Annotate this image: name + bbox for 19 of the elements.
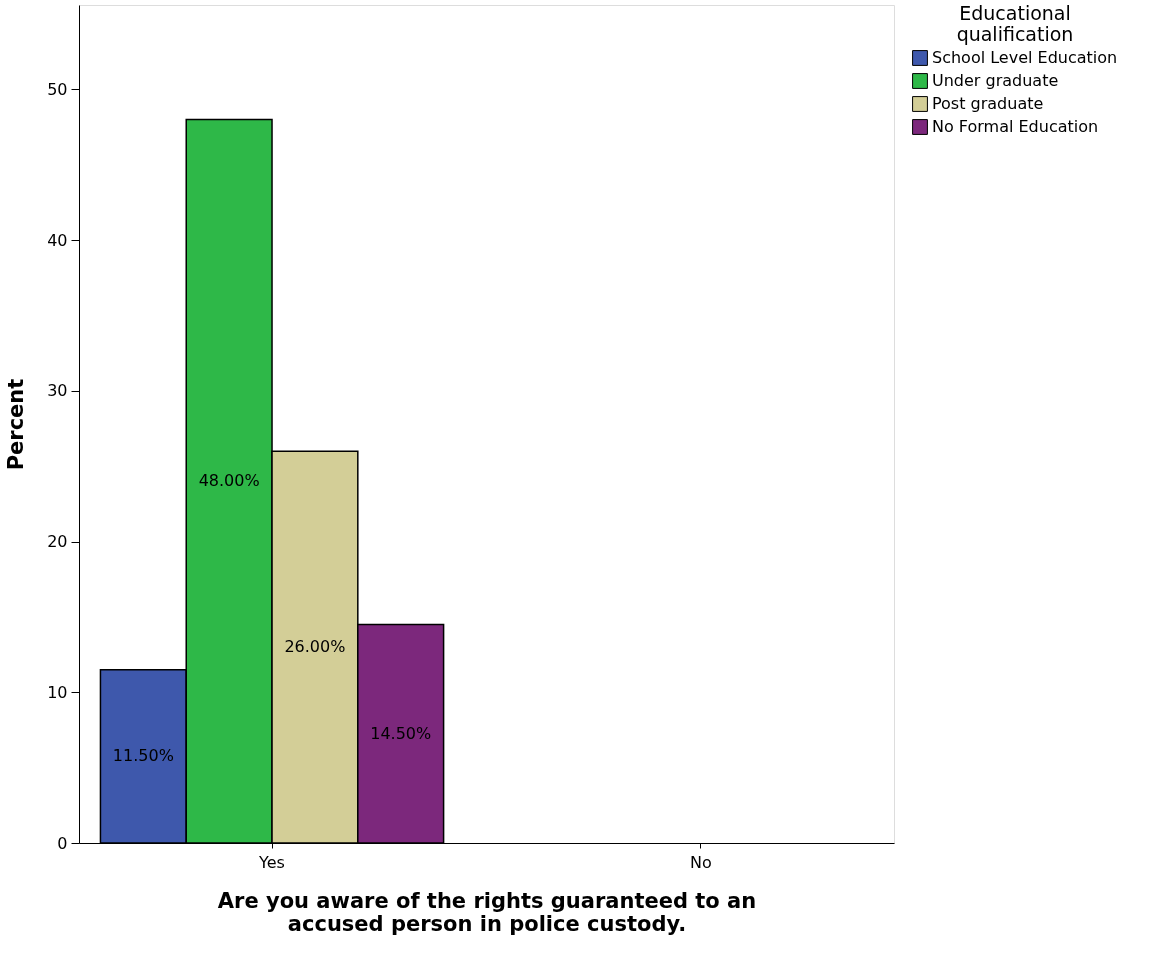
y-tick-label: 20 (47, 532, 68, 552)
legend-label: Post graduate (932, 94, 1044, 113)
x-axis-title: Are you aware of the rights guaranteed to an accused person in police custody. (217, 888, 757, 936)
legend-label: Under graduate (932, 71, 1059, 90)
x-tick-label: Yes (258, 852, 285, 872)
data-label: 11.50% (112, 746, 174, 766)
data-label: 48.00% (198, 471, 260, 491)
data-label: 14.50% (370, 723, 432, 743)
y-tick-label: 10 (47, 682, 68, 702)
data-label: 26.00% (284, 637, 346, 657)
y-tick-label: 40 (47, 230, 68, 250)
y-tick-label: 30 (47, 381, 68, 401)
legend-label: School Level Education (932, 48, 1118, 67)
y-tick-label: 50 (47, 79, 68, 99)
y-axis-title: Percent (4, 378, 29, 471)
legend-label: No Formal Education (932, 117, 1099, 136)
x-tick-label: No (690, 852, 712, 872)
y-tick-label: 0 (57, 833, 68, 853)
legend-title: Educational qualification (956, 2, 1074, 45)
